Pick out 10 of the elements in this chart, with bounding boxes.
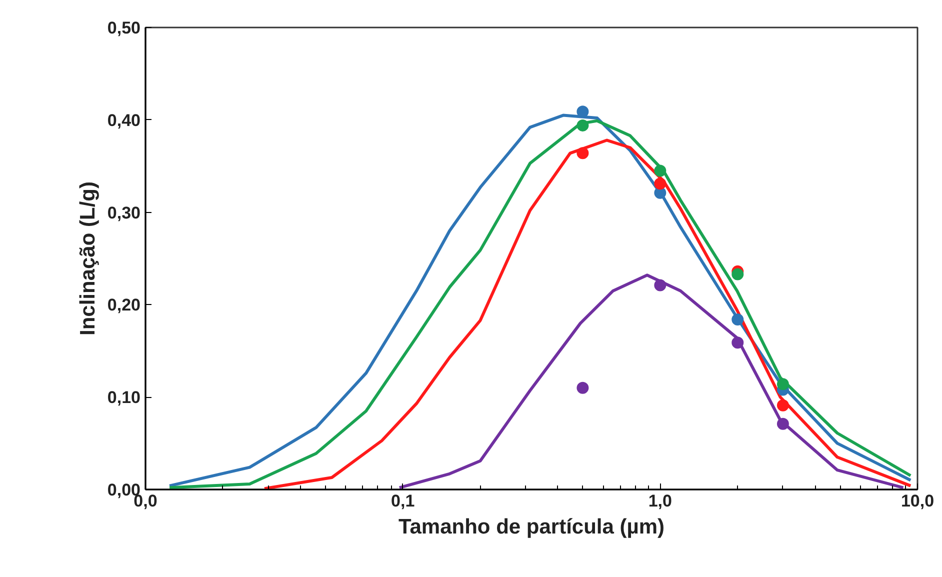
y-tick-label: 0,30 bbox=[107, 203, 141, 222]
y-tick-label: 0,20 bbox=[107, 296, 141, 315]
y-tick-label: 0,40 bbox=[107, 110, 141, 130]
y-axis-title: Inclinação (L/g) bbox=[76, 181, 100, 336]
y-tick-label: 0,50 bbox=[107, 18, 141, 38]
x-axis-title: Tamanho de partícula (µm) bbox=[398, 516, 665, 538]
x-tick-label: 0,1 bbox=[391, 492, 415, 510]
y-tick-label: 0,10 bbox=[107, 388, 141, 408]
x-tick-label: 1,0 bbox=[648, 492, 672, 510]
x-tick-label: 10,0 bbox=[900, 492, 934, 510]
